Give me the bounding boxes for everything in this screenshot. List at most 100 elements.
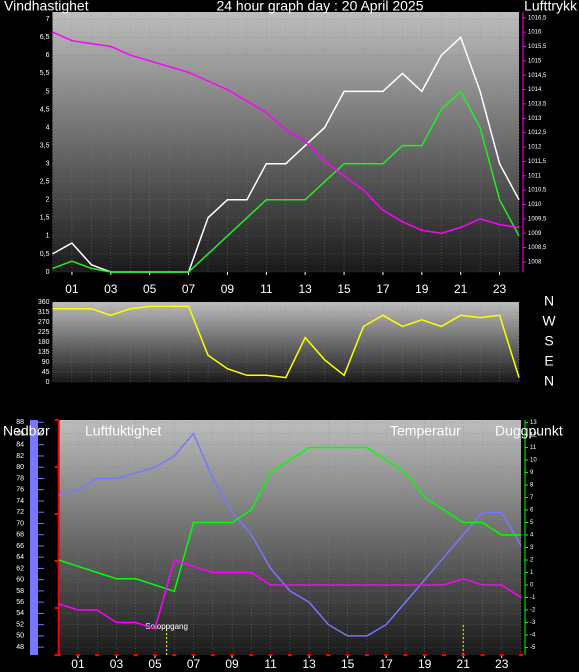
precip-bar [499, 654, 504, 656]
y2-tick-label: 4 [530, 533, 534, 539]
precip-bar [56, 654, 61, 656]
y2-label: Lufttrykk [524, 0, 578, 14]
y2-tick-label: 9 [530, 470, 534, 476]
y2-tick-label: 1010 [528, 202, 542, 208]
series-line [52, 305, 520, 379]
y2-tick-label: 1012,5 [528, 130, 547, 136]
x-tick-label: 23 [495, 657, 509, 671]
compass-label: W [542, 313, 556, 329]
precip-bar [230, 654, 235, 656]
x-tick-label: 03 [110, 657, 124, 671]
y-tick-label: 86 [16, 430, 24, 437]
x-tick-label: 13 [299, 282, 313, 296]
y-tick-label: 56 [16, 599, 24, 606]
y-tick-label: 360 [38, 299, 50, 306]
y-tick-label: 1 [46, 233, 50, 240]
y-tick-label: 7 [46, 16, 50, 23]
y-tick-label: 2,5 [40, 179, 50, 186]
legend-label: Duggpunkt [495, 423, 563, 439]
y-tick-label: 60 [16, 577, 24, 584]
precip-bar [114, 654, 119, 656]
x-tick-label: 13 [302, 657, 316, 671]
y2-tick-label: 1014 [528, 87, 542, 93]
precip-bar [364, 654, 369, 656]
y-tick-label: 66 [16, 543, 24, 550]
y2-tick-label: 1008,5 [528, 245, 547, 251]
y-tick-label: 6,5 [40, 34, 50, 41]
y-tick-label: 6 [46, 52, 50, 59]
y-tick-label: 58 [16, 588, 24, 595]
y-tick-label: 2 [46, 197, 50, 204]
y2-tick-label: 1008 [528, 260, 542, 266]
x-tick-label: 09 [225, 657, 239, 671]
x-tick-label: 21 [457, 657, 471, 671]
compass-label: E [544, 353, 553, 369]
y2-tick-label: 1015,5 [528, 44, 547, 50]
y-tick-label: 1,5 [40, 215, 50, 222]
y2-tick-label: 12 [530, 433, 537, 439]
compass-label: N [544, 293, 554, 309]
precip-bar [403, 654, 408, 656]
y-tick-label: 88 [16, 419, 24, 426]
y2-tick-label: 1012 [528, 145, 542, 151]
x-tick-label: 21 [454, 282, 468, 296]
precip-bar [480, 654, 485, 656]
precip-bar [345, 654, 350, 656]
y-tick-label: 4,5 [40, 106, 50, 113]
y2-tick-label: 1016 [528, 30, 542, 36]
legend-label: Nedbør [3, 423, 50, 439]
y-tick-label: 3 [46, 161, 50, 168]
legend-label: Temperatur [390, 423, 461, 439]
series-line [52, 90, 520, 273]
y2-tick-label: 13 [530, 420, 537, 426]
y2-tick-label: -5 [530, 645, 536, 651]
x-tick-label: 19 [415, 282, 429, 296]
y-tick-label: 72 [16, 509, 24, 516]
x-tick-label: 11 [260, 282, 273, 296]
precip-bar [422, 654, 427, 656]
y2-tick-label: 1011,5 [528, 159, 547, 165]
x-tick-label: 03 [104, 282, 118, 296]
precip-bar [153, 654, 158, 656]
x-tick-label: 15 [337, 282, 351, 296]
precip-bar [441, 654, 446, 656]
y2-tick-label: 1013,5 [528, 102, 547, 108]
x-tick-label: 01 [71, 657, 85, 671]
y-tick-label: 82 [16, 453, 24, 460]
y-tick-label: 50 [16, 633, 24, 640]
precip-bar [75, 654, 80, 656]
x-tick-label: 17 [379, 657, 393, 671]
y-tick-label: 52 [16, 621, 24, 628]
y2-tick-label: 11 [530, 445, 537, 451]
y2-tick-label: 1 [530, 570, 534, 576]
y-tick-label: 135 [38, 349, 50, 356]
y-tick-label: 0 [46, 379, 50, 386]
precip-bar [133, 654, 138, 656]
y2-tick-label: 3 [530, 545, 534, 551]
x-tick-label: 17 [376, 282, 390, 296]
y2-tick-label: 6 [530, 508, 534, 514]
x-tick-label: 09 [221, 282, 235, 296]
precip-bar [172, 654, 177, 656]
y2-tick-label: 2 [530, 558, 534, 564]
legend-label: Luftfuktighet [85, 423, 161, 439]
y2-tick-label: 8 [530, 483, 534, 489]
y2-tick-label: 1009,5 [528, 216, 547, 222]
y-tick-label: 78 [16, 475, 24, 482]
humidity-axis [30, 420, 38, 655]
y-tick-label: 180 [38, 339, 50, 346]
annotation: Soloppgang [145, 622, 188, 631]
x-tick-label: 05 [143, 282, 157, 296]
x-tick-label: 07 [182, 282, 196, 296]
y2-tick-label: -4 [530, 633, 536, 639]
y-tick-label: 76 [16, 487, 24, 494]
y-label: Vindhastighet [4, 0, 89, 14]
y2-tick-label: 1015 [528, 58, 542, 64]
y2-tick-label: 10 [530, 458, 537, 464]
precip-bar [307, 654, 312, 656]
y-tick-label: 4 [46, 124, 50, 131]
y-tick-label: 315 [38, 309, 50, 316]
y-tick-label: 0 [46, 269, 50, 276]
y2-tick-label: 5 [530, 520, 534, 526]
